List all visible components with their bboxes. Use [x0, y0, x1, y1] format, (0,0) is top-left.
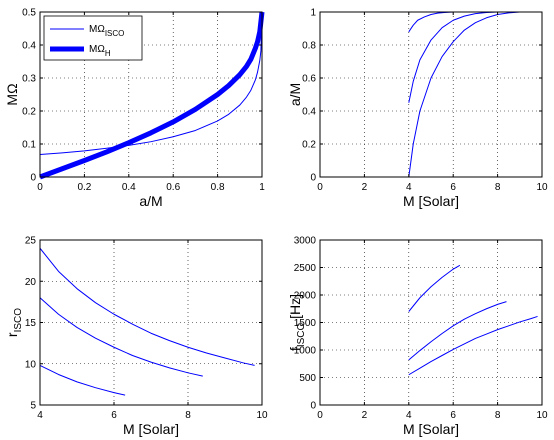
y-tick-label: 0.8 — [302, 41, 316, 52]
y-tick-label: 0 — [310, 401, 316, 412]
y-tick-label: 0.4 — [22, 41, 36, 52]
series-line-3 — [408, 11, 538, 178]
y-tick-label: 0 — [30, 173, 36, 184]
x-tick-label: 2 — [362, 182, 368, 193]
y-tick-label: 15 — [25, 318, 37, 329]
axes-box — [39, 11, 263, 178]
subplot-3: 4 6 8 10 5 10 15 20 25 M [Solar] rISCO — [4, 236, 268, 438]
x-tick-label: 4 — [37, 410, 43, 421]
legend-entry-base: MΩ — [89, 24, 105, 35]
y-axis-label-sub: ISCO — [13, 308, 24, 333]
y-axis-label-sub: ISCO — [296, 323, 307, 348]
y-tick-label: 1500 — [294, 318, 317, 329]
y-tick-label: 10 — [25, 359, 37, 370]
x-tick-label: 4 — [406, 410, 412, 421]
x-tick-label: 0 — [317, 410, 323, 421]
x-tick-label: 8 — [185, 410, 191, 421]
y-axis-label: MΩ — [4, 83, 20, 105]
y-tick-label: 0.5 — [22, 8, 36, 19]
series-line-1 — [408, 264, 461, 312]
y-axis-label-main: MΩ — [4, 83, 20, 105]
y-axis-label-main: r — [4, 332, 20, 337]
y-axis-label: fISCO [Hz] — [287, 294, 307, 351]
axes-box — [319, 11, 543, 178]
x-axis-label: M [Solar] — [403, 421, 459, 437]
y-tick-label: 500 — [299, 373, 316, 384]
y-axis-label-main: a/M — [287, 83, 303, 106]
x-tick-label: 0 — [317, 182, 323, 193]
x-tick-label: 1 — [259, 182, 265, 193]
y-tick-label: 2500 — [294, 263, 317, 274]
y-tick-label: 0 — [310, 173, 316, 184]
x-tick-label: 10 — [256, 410, 268, 421]
series-line-2 — [39, 11, 265, 180]
x-tick-label: 6 — [111, 410, 117, 421]
y-tick-label: 1000 — [294, 346, 317, 357]
y-tick-label: 0.2 — [302, 140, 316, 151]
legend-entry-sub: ISCO — [105, 29, 125, 38]
x-tick-label: 0.6 — [166, 182, 180, 193]
series-line-2 — [39, 297, 203, 377]
x-tick-label: 6 — [450, 410, 456, 421]
series-line-1 — [408, 11, 460, 33]
legend-entry: MΩISCO — [89, 24, 124, 38]
y-tick-label: 5 — [30, 401, 36, 412]
legend-entry-base: MΩ — [89, 44, 105, 55]
x-axis-label: M [Solar] — [123, 421, 179, 437]
y-tick-label: 0.4 — [302, 107, 316, 118]
series-line-2 — [408, 11, 507, 103]
x-tick-label: 0.4 — [122, 182, 136, 193]
legend-box — [43, 15, 143, 61]
x-tick-label: 8 — [495, 182, 501, 193]
y-tick-label: 0.1 — [22, 140, 36, 151]
y-tick-label: 0.2 — [22, 107, 36, 118]
series-line-1 — [39, 11, 263, 156]
y-tick-label: 0.3 — [22, 74, 36, 85]
x-tick-label: 2 — [362, 410, 368, 421]
x-tick-label: 0.8 — [211, 182, 225, 193]
subplot-4: 0 2 4 6 8 10 0 500 1000 1500 2000 2500 3000 M [Solar]… — [287, 236, 548, 438]
series-line-3 — [39, 247, 255, 366]
x-tick-label: 0.2 — [77, 182, 91, 193]
y-tick-label: 2000 — [294, 291, 317, 302]
y-tick-label: 20 — [25, 277, 37, 288]
y-axis-label-main: f — [287, 347, 303, 351]
x-axis-label: a/M — [139, 193, 162, 209]
x-axis-label: M [Solar] — [403, 193, 459, 209]
x-tick-label: 10 — [536, 410, 548, 421]
x-tick-label: 4 — [406, 182, 412, 193]
y-tick-label: 25 — [25, 236, 37, 247]
y-tick-label: 3000 — [294, 236, 317, 247]
x-tick-label: 10 — [536, 182, 548, 193]
y-axis-label: rISCO — [4, 308, 24, 337]
subplot-1: 0 0.2 0.4 0.6 0.8 100.10.20.30.40.5a/MMΩMΩISC… — [4, 8, 265, 210]
y-tick-label: 1 — [310, 8, 316, 19]
y-tick-label: 0.6 — [302, 74, 316, 85]
x-tick-label: 6 — [450, 182, 456, 193]
legend-entry: MΩH — [89, 44, 111, 58]
x-tick-label: 0 — [37, 182, 43, 193]
series-line-2 — [408, 301, 507, 361]
series-line-1 — [39, 364, 126, 396]
legend-entry-sub: H — [105, 49, 111, 58]
x-tick-label: 8 — [495, 410, 501, 421]
series-line-3 — [408, 315, 538, 376]
y-axis-label-suffix: [Hz] — [287, 294, 303, 323]
y-axis-label: a/M — [287, 83, 303, 106]
subplot-2: 0 2 4 6 8 10 0 0.2 0.4 0.6 0.8 1 M [Solar] a/M — [287, 8, 548, 210]
